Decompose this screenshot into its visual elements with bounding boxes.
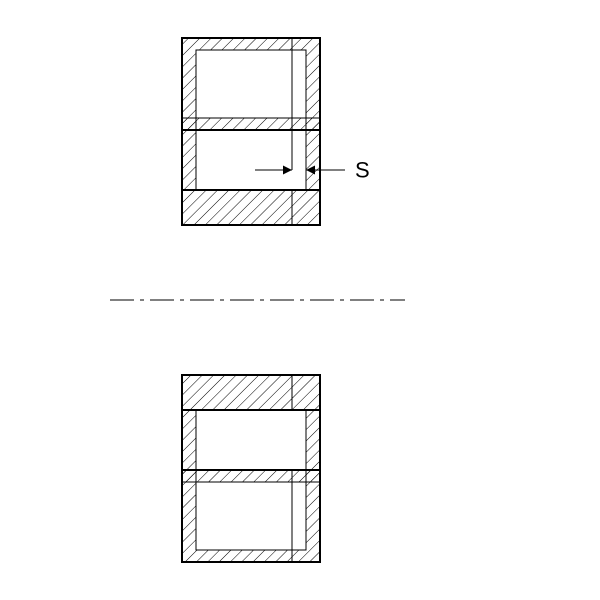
drawing-canvas: S — [0, 0, 600, 600]
dimension-label-s: S — [355, 158, 370, 183]
bearing-section-diagram: S — [0, 0, 600, 600]
